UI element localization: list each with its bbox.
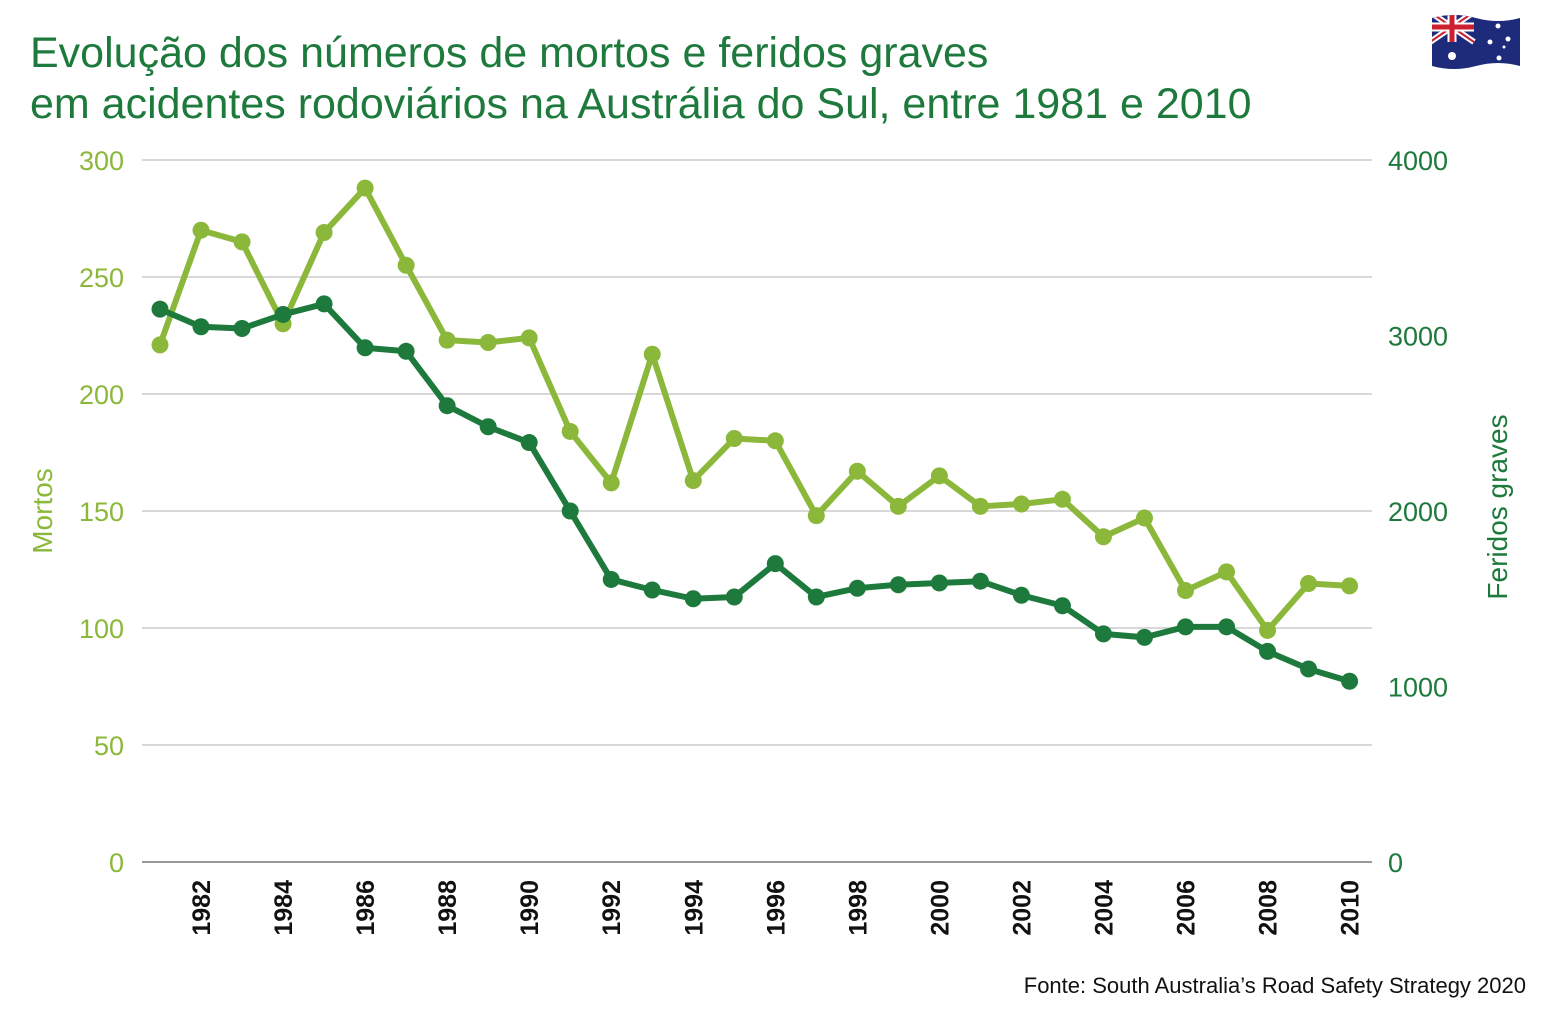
data-point-feridos-graves: [1012, 586, 1030, 604]
data-point-mortos: [561, 422, 579, 440]
data-point-feridos-graves: [151, 300, 169, 318]
y-right-tick-label: 1000: [1388, 673, 1448, 703]
data-point-feridos-graves: [1300, 660, 1318, 678]
x-tick-label: 1996: [762, 880, 790, 936]
data-point-feridos-graves: [684, 590, 702, 608]
x-tick-label: 2004: [1090, 880, 1118, 936]
data-point-feridos-graves: [643, 581, 661, 599]
data-point-feridos-graves: [807, 588, 825, 606]
australia-flag-icon: [1432, 15, 1520, 69]
data-point-mortos: [438, 331, 456, 349]
data-point-feridos-graves: [520, 434, 538, 452]
data-point-mortos: [643, 345, 661, 363]
data-point-feridos-graves: [192, 318, 210, 336]
data-point-feridos-graves: [725, 588, 743, 606]
data-point-feridos-graves: [356, 339, 374, 357]
data-point-feridos-graves: [602, 570, 620, 588]
data-point-mortos: [356, 179, 374, 197]
series-line-feridos-graves: [158, 300, 1351, 685]
data-point-feridos-graves: [889, 576, 907, 594]
x-tick-label: 2000: [926, 880, 954, 936]
x-tick-label: 1990: [516, 880, 544, 936]
x-tick-label: 1982: [188, 880, 216, 936]
data-point-mortos: [479, 334, 497, 352]
data-point-feridos-graves: [1053, 597, 1071, 615]
data-point-mortos: [930, 467, 948, 485]
data-point-mortos: [1259, 621, 1277, 639]
chart-title: Evolução dos números de mortos e feridos…: [30, 28, 1410, 130]
source-note: Fonte: South Australia’s Road Safety Str…: [1023, 973, 1526, 998]
data-point-mortos: [151, 336, 169, 354]
data-point-feridos-graves: [1177, 618, 1194, 636]
data-point-mortos: [192, 221, 210, 239]
data-point-mortos: [1053, 490, 1071, 508]
data-point-mortos: [766, 432, 784, 450]
data-point-mortos: [397, 256, 415, 274]
y-left-tick-label: 300: [79, 146, 124, 176]
data-point-feridos-graves: [1259, 642, 1277, 660]
data-point-feridos-graves: [1218, 618, 1236, 636]
data-point-feridos-graves: [1341, 672, 1359, 690]
series-line-mortos: [157, 185, 1350, 634]
y-left-tick-label: 100: [79, 614, 124, 644]
x-tick-label: 2002: [1008, 880, 1036, 936]
data-point-feridos-graves: [438, 397, 456, 415]
data-point-feridos-graves: [766, 555, 784, 573]
x-tick-label: 2006: [1173, 880, 1201, 936]
y-right-tick-label: 3000: [1388, 322, 1448, 352]
data-point-feridos-graves: [315, 295, 333, 313]
data-point-feridos-graves: [274, 305, 292, 323]
x-tick-label: 1994: [680, 880, 708, 936]
x-tick-label: 1998: [844, 880, 872, 936]
data-point-mortos: [848, 462, 866, 480]
data-point-feridos-graves: [397, 342, 415, 360]
y-left-tick-label: 200: [79, 380, 124, 410]
title-line-2: em acidentes rodoviários na Austrália do…: [30, 80, 1252, 128]
y-left-tick-label: 150: [79, 497, 124, 527]
x-tick-label: 2008: [1255, 880, 1283, 936]
data-point-feridos-graves: [479, 418, 497, 436]
data-point-mortos: [725, 429, 743, 447]
x-tick-label: 1984: [270, 880, 298, 936]
data-point-feridos-graves: [1135, 628, 1153, 646]
data-point-mortos: [602, 474, 620, 492]
x-tick-label: 1986: [352, 880, 380, 936]
data-point-feridos-graves: [930, 574, 948, 592]
data-point-mortos: [1135, 509, 1153, 527]
data-point-feridos-graves: [561, 502, 579, 520]
data-point-mortos: [315, 224, 333, 242]
y-right-tick-label: 2000: [1388, 497, 1448, 527]
x-tick-label: 2010: [1337, 880, 1365, 936]
data-point-mortos: [1300, 575, 1318, 593]
data-point-feridos-graves: [1094, 625, 1112, 643]
data-point-mortos: [233, 233, 251, 251]
data-point-feridos-graves: [233, 319, 251, 337]
y-left-tick-label: 250: [79, 263, 124, 293]
data-point-feridos-graves: [848, 579, 866, 597]
data-point-mortos: [889, 497, 907, 515]
data-point-mortos: [1177, 582, 1194, 600]
y-right-tick-label: 0: [1388, 848, 1403, 878]
title-line-1: Evolução dos números de mortos e feridos…: [30, 29, 989, 77]
data-point-mortos: [1218, 563, 1236, 581]
x-tick-label: 1992: [598, 880, 626, 936]
data-point-mortos: [1094, 528, 1112, 546]
data-point-mortos: [807, 507, 825, 525]
data-point-mortos: [684, 472, 702, 490]
y-right-tick-label: 4000: [1388, 146, 1448, 176]
y-left-tick-label: 0: [109, 848, 124, 878]
x-tick-label: 1988: [434, 880, 462, 936]
y-right-axis-label: Feridos graves: [1482, 414, 1513, 599]
y-left-axis-label: Mortos: [27, 468, 58, 554]
data-point-mortos: [1012, 495, 1030, 513]
data-point-mortos: [520, 329, 538, 347]
data-point-feridos-graves: [971, 572, 989, 590]
data-point-mortos: [971, 497, 989, 515]
y-left-tick-label: 50: [94, 731, 124, 761]
data-point-mortos: [1341, 577, 1359, 595]
